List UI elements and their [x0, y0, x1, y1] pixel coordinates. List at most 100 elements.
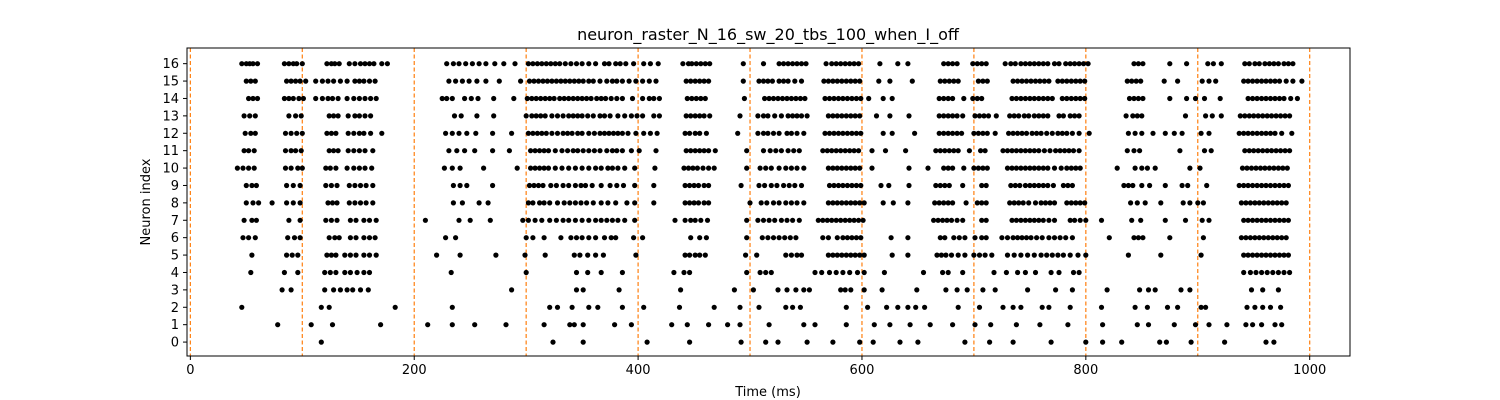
spike-point	[622, 165, 628, 171]
spike-point	[884, 304, 890, 310]
spike-point	[1192, 322, 1199, 328]
spike-point	[895, 304, 901, 310]
spike-point	[449, 322, 455, 328]
spike-point	[284, 200, 290, 206]
spike-point	[840, 95, 846, 102]
spike-point	[451, 113, 458, 119]
spike-point	[351, 165, 357, 171]
spike-point	[1023, 130, 1030, 136]
spike-point	[328, 130, 334, 136]
spike-point	[962, 339, 968, 345]
spike-point	[1206, 130, 1212, 136]
spike-point	[804, 339, 810, 345]
spike-point	[623, 61, 629, 67]
spike-point	[1009, 95, 1015, 102]
spike-point	[1138, 78, 1144, 84]
spike-point	[622, 217, 628, 223]
spike-point	[1027, 217, 1033, 223]
spike-point	[559, 148, 565, 154]
spike-point	[960, 269, 966, 276]
spike-point	[783, 165, 789, 171]
spike-point	[346, 200, 352, 206]
spike-point	[557, 61, 563, 67]
spike-point	[692, 78, 698, 84]
spike-point	[535, 78, 542, 84]
spike-point	[757, 269, 763, 276]
spike-point	[1012, 182, 1018, 189]
spike-point	[566, 165, 572, 171]
spike-point	[833, 269, 839, 276]
spike-point	[860, 217, 866, 223]
spike-point	[1290, 78, 1296, 84]
spike-point	[570, 148, 576, 154]
spike-point	[781, 61, 787, 67]
spike-point	[887, 113, 893, 119]
spike-point	[1271, 61, 1277, 67]
spike-point	[598, 95, 604, 102]
spike-point	[974, 95, 980, 102]
spike-point	[1060, 252, 1066, 258]
spike-point	[1243, 235, 1249, 241]
spike-point	[1021, 113, 1027, 119]
spike-point	[1203, 113, 1209, 119]
spike-point	[865, 304, 871, 310]
spike-point	[344, 78, 350, 84]
spike-point	[825, 165, 832, 171]
spike-point	[290, 200, 296, 206]
spike-point	[951, 148, 957, 154]
spike-point	[625, 130, 631, 136]
spike-point	[1283, 200, 1289, 206]
spike-point	[525, 217, 532, 223]
spike-point	[834, 200, 840, 206]
spike-point	[606, 130, 612, 136]
spike-point	[689, 95, 695, 102]
spike-point	[1265, 200, 1271, 206]
spike-point	[1208, 148, 1214, 154]
spike-point	[1287, 113, 1293, 119]
spike-point	[690, 165, 696, 171]
spike-point	[1053, 148, 1059, 154]
spike-point	[1260, 148, 1266, 154]
spike-point	[319, 78, 325, 84]
spike-point	[915, 339, 921, 345]
spike-point	[950, 61, 956, 67]
spike-point	[1077, 78, 1083, 84]
spike-point	[370, 148, 376, 154]
spike-point	[1285, 252, 1291, 258]
spike-point	[529, 113, 535, 119]
spike-point	[434, 252, 440, 258]
spike-point	[852, 200, 858, 206]
spike-point	[573, 269, 580, 276]
spike-point	[589, 182, 595, 189]
spike-point	[652, 165, 658, 171]
spike-point	[1267, 304, 1274, 310]
spike-point	[472, 322, 478, 328]
spike-point	[1070, 148, 1077, 154]
spike-point	[1245, 252, 1251, 258]
spike-point	[252, 235, 258, 241]
spike-point	[1023, 78, 1030, 84]
spike-point	[333, 130, 339, 136]
spike-point	[835, 182, 842, 189]
spike-point	[851, 61, 857, 67]
spike-point	[476, 61, 482, 67]
spike-point	[815, 217, 821, 223]
spike-point	[1132, 165, 1138, 171]
spike-point	[594, 95, 600, 102]
spike-point	[1077, 217, 1083, 223]
spike-point	[293, 113, 299, 119]
spike-point	[560, 113, 566, 119]
spike-point	[1015, 235, 1021, 241]
spike-point	[605, 200, 611, 206]
spike-point	[844, 95, 851, 102]
spike-point	[326, 148, 332, 154]
spike-point	[954, 287, 960, 293]
spike-point	[1036, 95, 1042, 102]
spike-point	[1027, 148, 1033, 154]
spike-point	[580, 148, 586, 154]
spike-point	[656, 113, 663, 119]
spike-point	[725, 322, 731, 328]
spike-point	[1032, 269, 1039, 276]
spike-point	[346, 182, 352, 189]
spike-point	[598, 165, 604, 171]
